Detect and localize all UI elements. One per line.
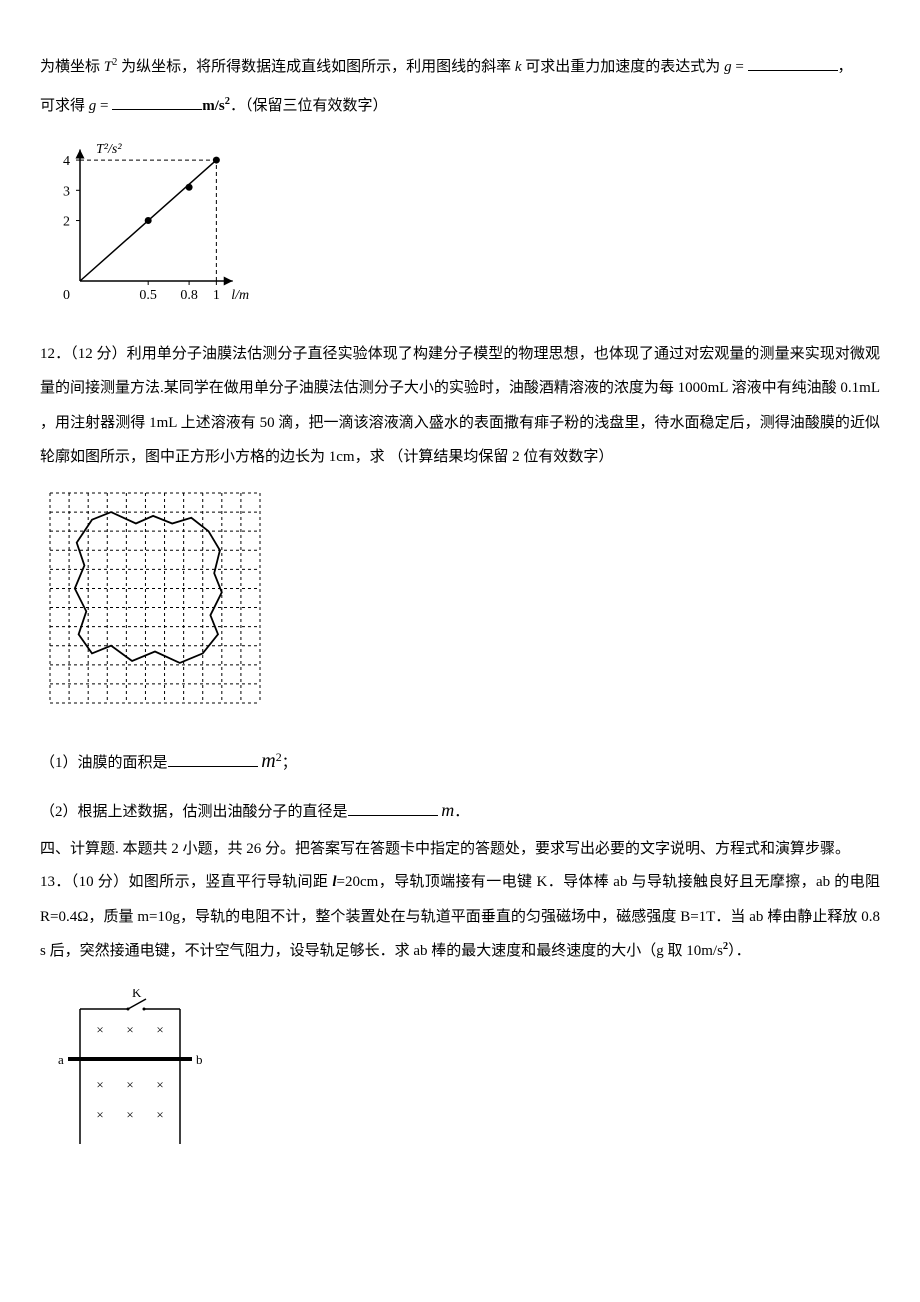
q12-sub-2: （2）根据上述数据，估测出油酸分子的直径是 m． bbox=[40, 790, 880, 831]
unit-m: m bbox=[261, 750, 275, 772]
svg-text:0.8: 0.8 bbox=[180, 288, 198, 303]
circuit-svg: Ka b × × × × × × × × × bbox=[40, 989, 210, 1149]
graph-svg: 2 3 4 0.5 0.8 1 0 T²/s² l/m bbox=[40, 131, 250, 311]
text: = bbox=[96, 98, 112, 114]
svg-text:×: × bbox=[126, 1077, 133, 1092]
svg-text:×: × bbox=[156, 1022, 163, 1037]
svg-text:3: 3 bbox=[63, 184, 70, 199]
svg-text:×: × bbox=[156, 1077, 163, 1092]
text: 为横坐标 bbox=[40, 59, 104, 75]
var-k: k bbox=[515, 59, 522, 75]
q13-text3: ）． bbox=[728, 943, 751, 959]
svg-text:T²/s²: T²/s² bbox=[96, 142, 122, 157]
q13-text1: 如图所示，竖直平行导轨间距 bbox=[128, 874, 332, 890]
svg-text:×: × bbox=[126, 1107, 133, 1122]
tail: ． bbox=[454, 804, 469, 820]
svg-text:2: 2 bbox=[63, 215, 70, 230]
blank-g-expression bbox=[748, 53, 838, 71]
text: = bbox=[732, 59, 748, 75]
text: 可求出重力加速度的表达式为 bbox=[522, 59, 725, 75]
section-4-heading: 四、计算题. 本题共 2 小题，共 26 分。把答案写在答题卡中指定的答题处，要… bbox=[40, 837, 880, 861]
svg-text:l/m: l/m bbox=[231, 288, 249, 303]
text: 可求得 bbox=[40, 98, 89, 114]
svg-text:K: K bbox=[132, 989, 142, 1000]
q12-text: 利用单分子油膜法估测分子直径实验体现了构建分子模型的物理思想，也体现了通过对宏观… bbox=[40, 346, 880, 466]
svg-text:×: × bbox=[156, 1107, 163, 1122]
question-12: 12．（12 分）利用单分子油膜法估测分子直径实验体现了构建分子模型的物理思想，… bbox=[40, 337, 880, 475]
q13-number: 13．（10 分） bbox=[40, 874, 128, 890]
var-T: T bbox=[104, 59, 112, 75]
unit: m/s bbox=[202, 98, 225, 114]
circuit-figure: Ka b × × × × × × × × × bbox=[40, 989, 880, 1163]
svg-text:1: 1 bbox=[213, 288, 220, 303]
label: （1）油膜的面积是 bbox=[40, 755, 168, 771]
blank-diameter bbox=[348, 798, 438, 816]
continuation-text: 为横坐标 T2 为纵坐标，将所得数据连成直线如图所示，利用图线的斜率 k 可求出… bbox=[40, 50, 880, 85]
text: 为纵坐标，将所得数据连成直线如图所示，利用图线的斜率 bbox=[117, 59, 515, 75]
svg-text:a: a bbox=[58, 1052, 64, 1067]
svg-text:b: b bbox=[196, 1052, 203, 1067]
var-g: g bbox=[724, 59, 732, 75]
q12-sub-1: （1）油膜的面积是 m2； bbox=[40, 738, 880, 784]
section4-text: 四、计算题. 本题共 2 小题，共 26 分。把答案写在答题卡中指定的答题处，要… bbox=[40, 841, 850, 857]
question-13: 13．（10 分）如图所示，竖直平行导轨间距 l=20cm，导轨顶端接有一电键 … bbox=[40, 865, 880, 969]
q12-number: 12．（12 分） bbox=[40, 346, 127, 362]
svg-text:0.5: 0.5 bbox=[139, 288, 157, 303]
text: ．（保留三位有效数字） bbox=[230, 98, 388, 114]
blank-area bbox=[168, 749, 258, 767]
svg-text:×: × bbox=[96, 1107, 103, 1122]
unit-m: m bbox=[441, 800, 454, 820]
graph-T2-vs-l: 2 3 4 0.5 0.8 1 0 T²/s² l/m bbox=[40, 131, 880, 325]
oil-film-grid bbox=[40, 483, 880, 727]
text: ， bbox=[838, 59, 853, 75]
svg-text:×: × bbox=[96, 1077, 103, 1092]
grid-svg bbox=[40, 483, 270, 713]
tail: ； bbox=[282, 755, 297, 771]
svg-text:×: × bbox=[126, 1022, 133, 1037]
label: （2）根据上述数据，估测出油酸分子的直径是 bbox=[40, 804, 348, 820]
blank-g-value bbox=[112, 92, 202, 110]
svg-text:0: 0 bbox=[63, 288, 70, 303]
svg-text:4: 4 bbox=[63, 154, 70, 169]
continuation-text-2: 可求得 g = m/s2．（保留三位有效数字） bbox=[40, 89, 880, 124]
svg-text:×: × bbox=[96, 1022, 103, 1037]
